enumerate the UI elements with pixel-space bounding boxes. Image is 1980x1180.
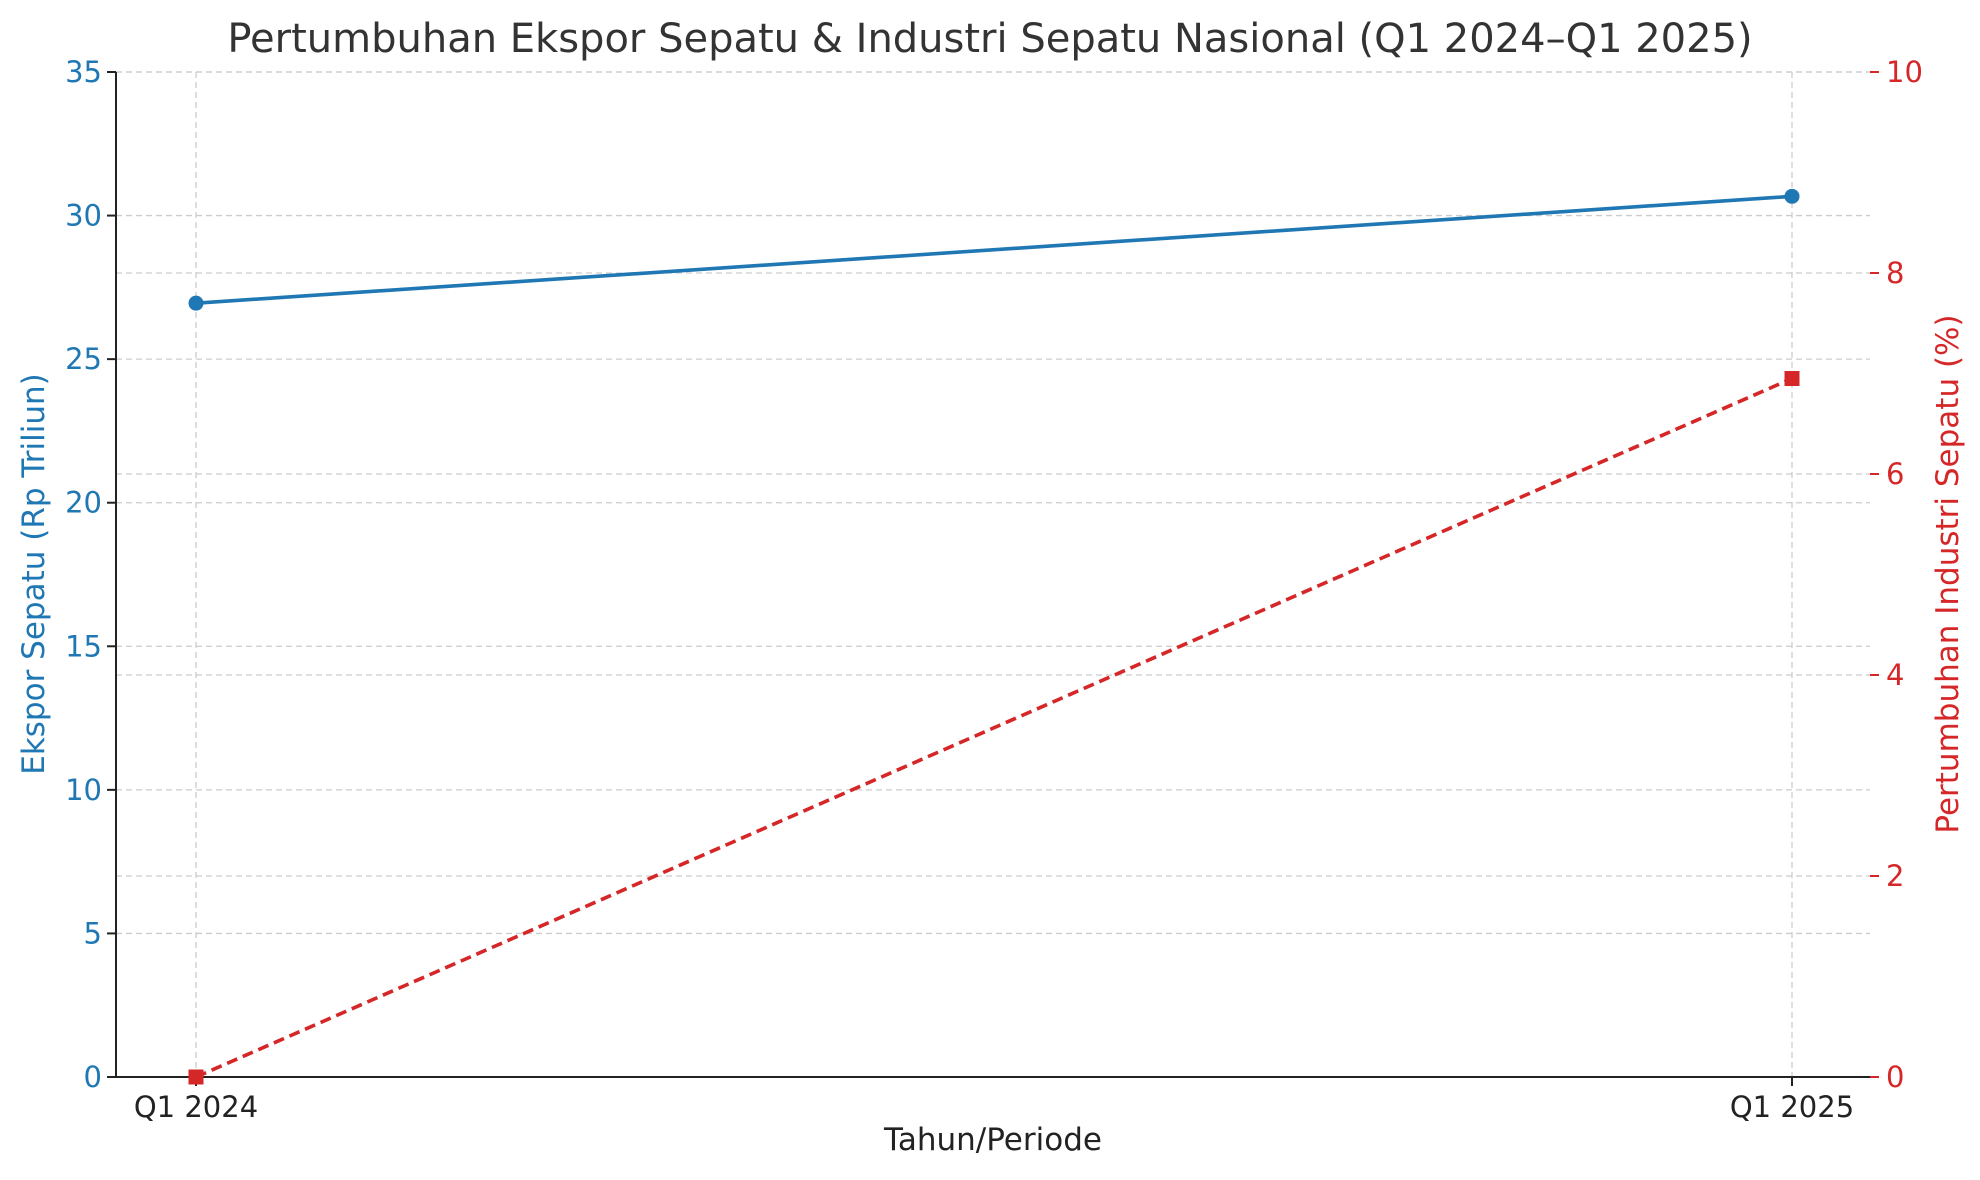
y-left-tick-label: 5 bbox=[84, 916, 102, 950]
y-left-tick-label: 10 bbox=[65, 773, 102, 807]
x-tick-label: Q1 2025 bbox=[1730, 1090, 1854, 1124]
y-left-axis-title: Ekspor Sepatu (Rp Triliun) bbox=[16, 373, 52, 775]
y-right-tick-label: 4 bbox=[1886, 658, 1904, 692]
y-left-tick-label: 0 bbox=[84, 1060, 102, 1094]
y-left-tick-label: 30 bbox=[65, 199, 102, 233]
axes: 0 5 10 15 20 25 30 35 0 2 4 6 8 10 Q1 2024 Q1 2025 bbox=[65, 55, 1923, 1124]
series-layer bbox=[188, 188, 1800, 1085]
y-left-tick-label: 20 bbox=[65, 486, 102, 520]
y-left-tick-label: 25 bbox=[65, 342, 102, 376]
series-1-line bbox=[195, 194, 1793, 305]
chart-title: Pertumbuhan Ekspor Sepatu & Industri Sep… bbox=[227, 16, 1752, 62]
y-left-tick-label: 35 bbox=[65, 55, 102, 89]
series-1-point bbox=[1784, 188, 1800, 204]
y-right-tick-label: 0 bbox=[1886, 1060, 1904, 1094]
y-right-tick-label: 8 bbox=[1886, 256, 1904, 290]
series-2-line bbox=[195, 376, 1793, 1079]
grid bbox=[116, 71, 1870, 1078]
series-2-point bbox=[1784, 371, 1800, 387]
series-1-point bbox=[188, 295, 204, 311]
x-axis-title: Tahun/Periode bbox=[883, 1122, 1102, 1158]
y-right-tick-label: 10 bbox=[1886, 55, 1923, 89]
y-right-tick-label: 6 bbox=[1886, 457, 1904, 491]
y-right-axis-title: Pertumbuhan Industri Sepatu (%) bbox=[1930, 314, 1966, 833]
x-tick-label: Q1 2024 bbox=[134, 1090, 258, 1124]
series-2-point bbox=[188, 1069, 204, 1085]
y-right-tick-label: 2 bbox=[1886, 859, 1904, 893]
y-left-tick-label: 15 bbox=[65, 629, 102, 663]
